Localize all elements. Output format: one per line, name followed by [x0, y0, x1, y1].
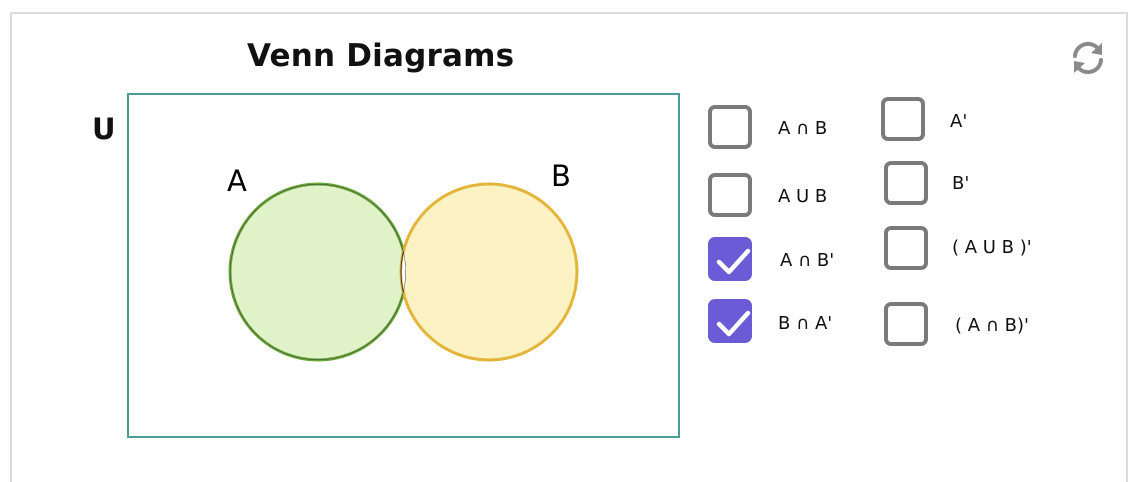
option-label-a-union-b-complement: ( A U B )': [952, 237, 1032, 258]
checkmark-icon: [716, 310, 751, 337]
page-title: Venn Diagrams: [247, 38, 515, 74]
option-label-a-intersect-b-complement: A ∩ B': [780, 250, 835, 271]
checkbox-a-intersect-b-whole-complement[interactable]: [884, 302, 928, 346]
option-label-a-intersect-b: A ∩ B: [778, 118, 828, 139]
set-a-label: A: [227, 164, 247, 198]
set-a-circle[interactable]: [228, 182, 408, 362]
option-label-b-intersect-a-complement: B ∩ A': [778, 313, 833, 334]
option-label-a-union-b: A U B: [778, 186, 828, 207]
option-label-b-complement: B': [952, 173, 970, 194]
option-label-a-complement: A': [950, 111, 968, 132]
checkbox-a-union-b[interactable]: [708, 173, 752, 217]
option-label-a-intersect-b-whole-complement: ( A ∩ B)': [955, 315, 1029, 336]
venn-diagram: A B: [127, 93, 680, 438]
refresh-icon: [1073, 41, 1103, 75]
checkbox-a-intersect-b[interactable]: [708, 105, 752, 149]
reset-button[interactable]: [1066, 36, 1110, 80]
checkbox-a-union-b-complement[interactable]: [884, 226, 928, 270]
set-b-outline-inner: [400, 184, 406, 360]
checkbox-b-complement[interactable]: [884, 161, 928, 205]
set-b-circle[interactable]: [399, 182, 579, 362]
universe-label: U: [92, 112, 116, 146]
checkmark-icon: [716, 248, 751, 275]
checkbox-b-intersect-a-complement[interactable]: [708, 299, 752, 343]
checkbox-a-intersect-b-complement[interactable]: [708, 237, 752, 281]
set-b-label: B: [551, 159, 571, 193]
checkbox-a-complement[interactable]: [881, 97, 925, 141]
